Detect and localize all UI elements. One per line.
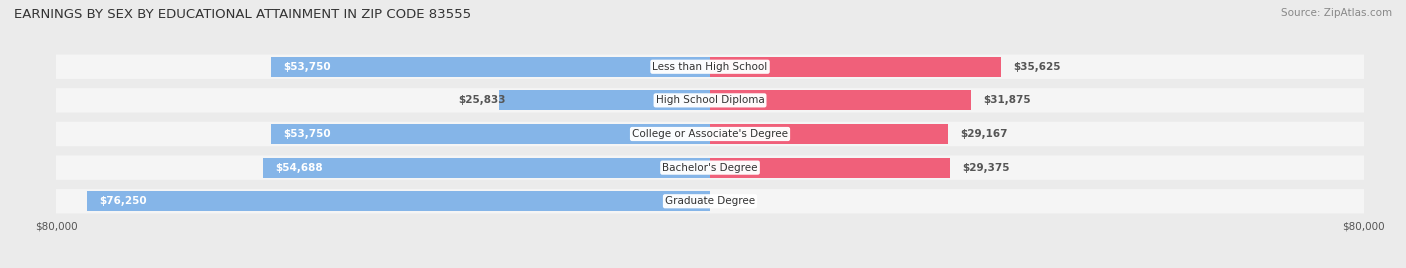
Text: High School Diploma: High School Diploma [655,95,765,105]
Text: $53,750: $53,750 [283,62,330,72]
Bar [710,124,949,144]
FancyBboxPatch shape [44,122,1376,146]
FancyBboxPatch shape [44,54,1376,79]
Text: $54,688: $54,688 [276,163,323,173]
Text: $29,167: $29,167 [960,129,1008,139]
Bar [271,124,710,144]
Text: Source: ZipAtlas.com: Source: ZipAtlas.com [1281,8,1392,18]
Bar [710,90,970,110]
Bar [710,57,1001,77]
Text: Bachelor's Degree: Bachelor's Degree [662,163,758,173]
Text: $25,833: $25,833 [458,95,505,105]
Text: $0: $0 [723,196,737,206]
Text: $35,625: $35,625 [1014,62,1062,72]
Text: $53,750: $53,750 [283,129,330,139]
Text: EARNINGS BY SEX BY EDUCATIONAL ATTAINMENT IN ZIP CODE 83555: EARNINGS BY SEX BY EDUCATIONAL ATTAINMEN… [14,8,471,21]
Bar [263,158,710,178]
Text: College or Associate's Degree: College or Associate's Degree [633,129,787,139]
Text: Graduate Degree: Graduate Degree [665,196,755,206]
FancyBboxPatch shape [44,189,1376,214]
Bar [271,57,710,77]
Text: $31,875: $31,875 [983,95,1031,105]
FancyBboxPatch shape [44,88,1376,113]
Bar [710,158,950,178]
FancyBboxPatch shape [44,155,1376,180]
Bar [87,191,710,211]
Text: Less than High School: Less than High School [652,62,768,72]
Bar [499,90,710,110]
Text: $76,250: $76,250 [100,196,146,206]
Text: $29,375: $29,375 [962,163,1010,173]
